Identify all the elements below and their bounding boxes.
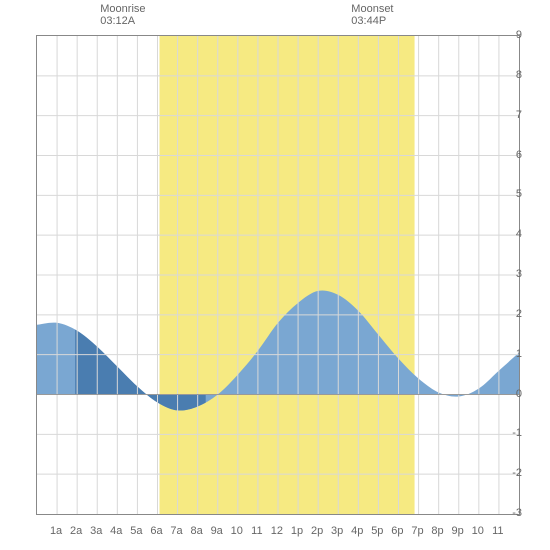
tide-chart: Moonrise03:12A Moonset03:44P 1a2a3a4a5a6a… — [0, 0, 550, 550]
x-tick-label: 5p — [367, 525, 387, 537]
y-tick-label: 7 — [502, 109, 522, 121]
y-tick-label: 9 — [502, 29, 522, 41]
annotation-label: Moonrise — [100, 3, 145, 15]
x-tick-label: 10 — [468, 525, 488, 537]
x-tick-label: 6p — [387, 525, 407, 537]
y-tick-label: -3 — [502, 507, 522, 519]
x-tick-label: 11 — [247, 525, 267, 537]
x-tick-label: 5a — [126, 525, 146, 537]
y-tick-label: 0 — [502, 388, 522, 400]
y-tick-label: 6 — [502, 149, 522, 161]
x-tick-label: 4p — [347, 525, 367, 537]
x-tick-label: 3a — [86, 525, 106, 537]
y-tick-label: -2 — [502, 467, 522, 479]
y-tick-label: 5 — [502, 188, 522, 200]
annotation-value: 03:12A — [100, 15, 145, 27]
x-tick-label: 9p — [448, 525, 468, 537]
x-tick-label: 7p — [407, 525, 427, 537]
x-tick-label: 1a — [46, 525, 66, 537]
x-tick-label: 2a — [66, 525, 86, 537]
x-tick-label: 4a — [106, 525, 126, 537]
x-tick-label: 2p — [307, 525, 327, 537]
x-tick-label: 6a — [146, 525, 166, 537]
x-tick-label: 7a — [167, 525, 187, 537]
x-axis: 1a2a3a4a5a6a7a8a9a1011121p2p3p4p5p6p7p8p… — [46, 525, 508, 537]
y-tick-label: 1 — [502, 348, 522, 360]
annotation-moonset: Moonset03:44P — [351, 3, 393, 27]
annotation-moonrise: Moonrise03:12A — [100, 3, 145, 27]
x-tick-label: 8a — [187, 525, 207, 537]
x-tick-label: 8p — [428, 525, 448, 537]
x-tick-label: 3p — [327, 525, 347, 537]
x-tick-label: 1p — [287, 525, 307, 537]
y-tick-label: 8 — [502, 69, 522, 81]
annotation-value: 03:44P — [351, 15, 393, 27]
y-tick-label: 4 — [502, 228, 522, 240]
y-tick-label: 3 — [502, 268, 522, 280]
x-tick-label: 9a — [207, 525, 227, 537]
annotation-label: Moonset — [351, 3, 393, 15]
plot-area — [36, 35, 520, 515]
y-tick-label: 2 — [502, 308, 522, 320]
x-tick-label: 12 — [267, 525, 287, 537]
x-tick-label: 10 — [227, 525, 247, 537]
y-tick-label: -1 — [502, 427, 522, 439]
x-tick-label: 11 — [488, 525, 508, 537]
